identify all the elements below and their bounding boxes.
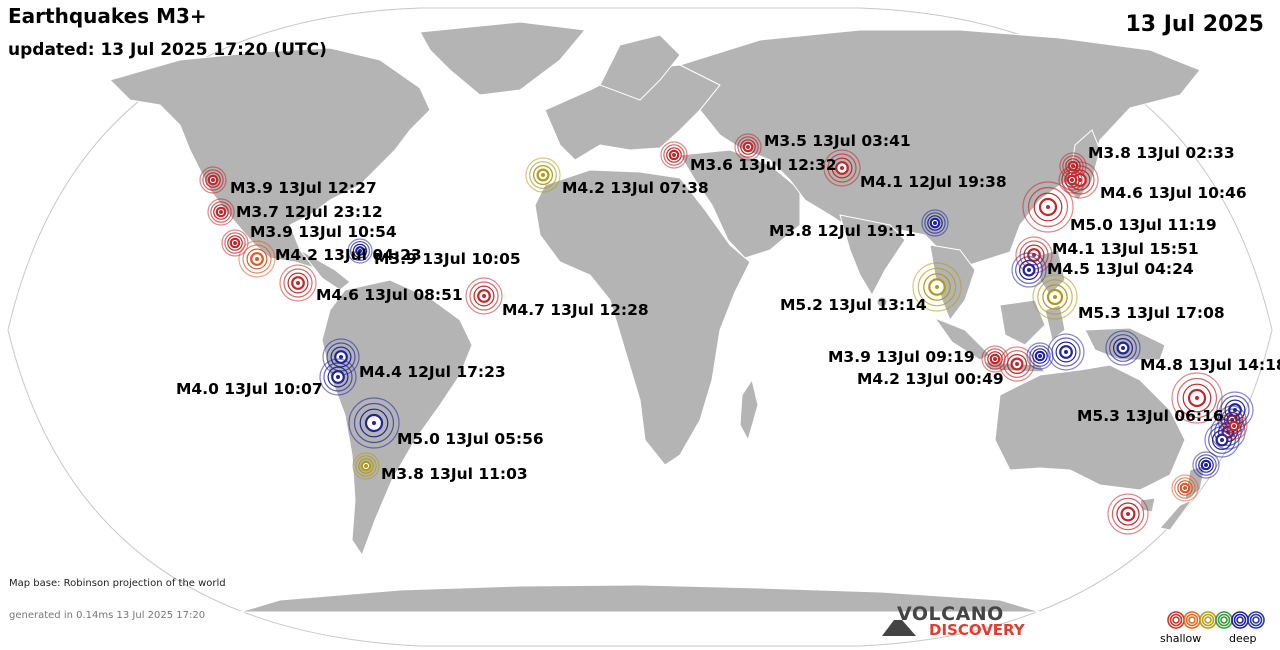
quake-label: M3.9 13Jul 10:54 — [250, 223, 397, 241]
land-masses — [109, 21, 1206, 613]
quake-marker[interactable] — [921, 209, 949, 237]
quake-markers — [199, 133, 1254, 535]
quake-label: M3.8 12Jul 19:11 — [769, 222, 916, 240]
logo-text-volcano: VOLCANO — [897, 603, 1004, 625]
legend-deep-label: deep — [1229, 632, 1257, 645]
quake-label: M3.6 13Jul 12:32 — [690, 156, 837, 174]
page-title: Earthquakes M3+ — [8, 4, 207, 28]
quake-label: M3.5 13Jul 03:41 — [764, 132, 911, 150]
quake-label: M4.7 13Jul 12:28 — [502, 301, 649, 319]
greenland — [419, 21, 586, 96]
quake-marker[interactable] — [279, 264, 317, 302]
quake-marker[interactable] — [199, 166, 227, 194]
quake-label: M4.5 13Jul 04:24 — [1047, 260, 1194, 278]
quake-marker[interactable] — [734, 133, 762, 161]
logo-text-discovery: DISCOVERY — [929, 621, 1025, 639]
quake-marker[interactable] — [352, 452, 380, 480]
quake-label: M4.6 13Jul 08:51 — [316, 286, 463, 304]
antarctica — [239, 584, 1041, 613]
legend-swatch — [1247, 611, 1265, 629]
south-america — [321, 279, 473, 557]
quake-marker[interactable] — [660, 141, 688, 169]
legend-swatch — [1199, 611, 1217, 629]
quake-label: M4.1 13Jul 15:51 — [1052, 240, 1199, 258]
quake-label: M4.4 12Jul 17:23 — [359, 363, 506, 381]
quake-marker[interactable] — [1220, 412, 1248, 440]
quake-marker[interactable] — [1058, 166, 1086, 194]
quake-label: M3.9 13Jul 09:19 — [828, 348, 975, 366]
quake-label: M4.6 13Jul 10:46 — [1100, 184, 1247, 202]
quake-labels: M3.9 13Jul 12:27 M3.7 12Jul 23:12 M3.9 13J… — [176, 132, 1280, 483]
updated-timestamp: updated: 13 Jul 2025 17:20 (UTC) — [8, 40, 327, 60]
quake-label: M4.2 13Jul 04:23 — [275, 246, 422, 264]
quake-label: M5.0 13Jul 11:19 — [1070, 216, 1217, 234]
india — [839, 214, 906, 297]
quake-label: M3.8 13Jul 11:03 — [381, 465, 528, 483]
central-america — [299, 249, 351, 291]
quake-marker[interactable] — [1032, 274, 1078, 320]
australia — [994, 364, 1186, 491]
africa — [534, 169, 751, 466]
quake-label: M3.7 12Jul 23:12 — [236, 203, 383, 221]
madagascar — [739, 378, 759, 442]
legend-swatch — [1183, 611, 1201, 629]
quake-marker[interactable] — [1022, 181, 1074, 233]
quake-label: M4.2 13Jul 07:38 — [562, 179, 709, 197]
middle-east — [679, 149, 801, 259]
quake-marker[interactable] — [348, 397, 400, 449]
quake-label: M4.8 13Jul 14:18 — [1140, 356, 1280, 374]
quake-marker[interactable] — [347, 238, 373, 264]
legend-swatch — [1167, 611, 1185, 629]
quake-label: M4.1 12Jul 19:38 — [860, 173, 1007, 191]
quake-label: M3.9 13Jul 12:27 — [230, 179, 377, 197]
generated-note: generated in 0.14ms 13 Jul 2025 17:20 — [9, 610, 206, 621]
legend-swatch — [1215, 611, 1233, 629]
depth-legend — [1167, 611, 1265, 629]
legend-swatch — [1231, 611, 1249, 629]
quake-marker[interactable] — [465, 277, 503, 315]
quake-marker[interactable] — [319, 358, 357, 396]
quake-marker[interactable] — [207, 198, 235, 226]
quake-label: M3.9 13Jul 10:05 — [374, 250, 521, 268]
quake-label: M5.3 13Jul 17:08 — [1078, 304, 1225, 322]
quake-marker[interactable] — [238, 240, 276, 278]
current-date: 13 Jul 2025 — [1125, 12, 1264, 37]
scandinavia — [599, 34, 681, 101]
borneo — [999, 299, 1046, 346]
quake-label: M5.0 13Jul 05:56 — [397, 430, 544, 448]
quake-label: M3.8 13Jul 02:33 — [1088, 144, 1235, 162]
quake-marker[interactable] — [1026, 342, 1054, 370]
quake-label: M4.2 13Jul 00:49 — [857, 370, 1004, 388]
quake-marker[interactable] — [1105, 330, 1141, 366]
quake-marker[interactable] — [912, 262, 962, 312]
quake-marker[interactable] — [823, 149, 861, 187]
volcano-discovery-logo[interactable]: VOLCANO DISCOVERY — [880, 602, 1040, 642]
quake-marker[interactable] — [1171, 474, 1199, 502]
quake-marker[interactable] — [1171, 372, 1223, 424]
quake-marker[interactable] — [1011, 252, 1047, 288]
quake-label: M4.0 13Jul 10:07 — [176, 380, 323, 398]
quake-marker[interactable] — [525, 157, 561, 193]
quake-label: M5.2 13Jul 13:14 — [780, 296, 927, 314]
quake-marker[interactable] — [1192, 451, 1220, 479]
quake-label: M5.3 13Jul 06:16 — [1077, 407, 1224, 425]
quake-marker[interactable] — [1107, 493, 1149, 535]
legend-shallow-label: shallow — [1160, 632, 1202, 645]
map-base-note: Map base: Robinson projection of the wor… — [9, 578, 226, 589]
volcano-icon — [882, 620, 916, 636]
